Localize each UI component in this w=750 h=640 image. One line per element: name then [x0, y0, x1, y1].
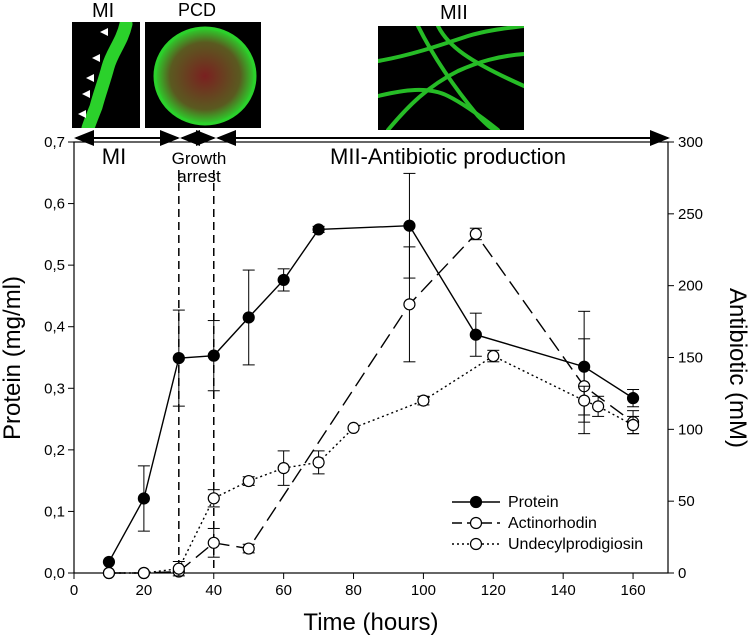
data-point: [469, 227, 482, 241]
axis-tick-labels: 0 20 40 60 80 100 120 140 160 0,0 0,1 0,2 0,3 0,4 0,5 0…: [44, 134, 703, 599]
x-axis-label: Time (hours): [303, 609, 438, 636]
x-tick-label: 120: [481, 582, 506, 599]
pcd-micrograph: [145, 22, 261, 128]
series-undecylprodigiosin: [102, 349, 640, 580]
pcd-image-label: PCD: [178, 0, 217, 20]
y-left-tick-label: 0,6: [44, 196, 65, 213]
data-point: [102, 566, 116, 580]
series-protein: [102, 172, 640, 569]
data-point: [469, 328, 482, 341]
x-tick-label: 80: [345, 582, 362, 599]
y-axis-right-label: Antibiotic (mM): [724, 288, 750, 448]
plot-frame: [73, 141, 669, 574]
y-left-tick-label: 0,3: [44, 380, 65, 397]
mii-micrograph: [378, 26, 524, 130]
x-tick-label: 20: [136, 582, 153, 599]
y-left-tick-label: 0,7: [44, 134, 65, 151]
y-left-tick-label: 0,0: [44, 565, 65, 582]
phase-boundary-lines: [178, 170, 215, 573]
x-tick-label: 160: [621, 582, 646, 599]
data-point: [592, 400, 605, 413]
data-point: [487, 349, 500, 363]
data-point: [403, 298, 416, 311]
legend-marker: [469, 495, 483, 509]
legend-label: Actinorhodin: [508, 515, 597, 532]
series-line: [108, 225, 634, 563]
data-point: [417, 394, 430, 407]
data-point: [242, 474, 255, 488]
mi-micrograph: [72, 22, 140, 128]
legend: Protein Actinorhodin Undecylprodigiosin: [452, 494, 643, 553]
data-point: [102, 555, 116, 569]
y-right-tick-label: 100: [678, 421, 703, 438]
data-point: [207, 536, 220, 549]
data-point: [312, 456, 325, 469]
x-tick-label: 140: [551, 582, 576, 599]
data-point: [137, 492, 150, 505]
mii-image-label: MII: [440, 2, 468, 24]
phase-label-mi: MI: [102, 144, 126, 169]
y-left-tick-label: 0,1: [44, 503, 65, 520]
y-right-tick-label: 250: [678, 206, 703, 223]
data-point: [578, 394, 591, 407]
data-point: [242, 542, 255, 555]
data-point: [172, 562, 185, 575]
y-right-tick-label: 200: [678, 278, 703, 295]
x-tick-label: 100: [411, 582, 436, 599]
data-point: [172, 352, 185, 365]
legend-label: Protein: [508, 494, 559, 511]
data-point: [207, 349, 220, 362]
data-point: [277, 273, 290, 287]
data-point: [626, 418, 640, 432]
legend-label: Undecylprodigiosin: [508, 536, 643, 553]
data-point: [277, 462, 290, 475]
legend-marker: [469, 516, 483, 530]
data-point: [312, 223, 325, 236]
axis-ticks: [68, 141, 674, 579]
x-tick-label: 40: [205, 582, 222, 599]
y-right-tick-label: 50: [678, 493, 695, 510]
mi-image-label: MI: [92, 0, 115, 22]
series-layer: [102, 172, 640, 580]
legend-marker: [469, 537, 483, 551]
data-point: [347, 421, 360, 434]
data-point: [626, 392, 640, 405]
x-tick-label: 0: [70, 582, 78, 599]
phase-label-mii: MII-Antibiotic production: [330, 144, 566, 169]
data-point: [207, 492, 220, 505]
x-tick-label: 60: [275, 582, 292, 599]
y-right-tick-label: 150: [678, 350, 703, 367]
data-point: [137, 566, 150, 580]
y-right-tick-label: 300: [678, 134, 703, 151]
data-point: [242, 311, 255, 324]
phase-label-growth-arrest-1: Growth: [172, 149, 227, 168]
y-right-tick-label: 0: [678, 565, 686, 582]
phase-label-growth-arrest-2: arrest: [177, 167, 221, 186]
data-point: [403, 219, 416, 232]
y-axis-left-label: Protein (mg/ml): [0, 276, 26, 440]
y-left-tick-label: 0,4: [44, 319, 65, 336]
y-left-tick-label: 0,2: [44, 442, 65, 459]
y-left-tick-label: 0,5: [44, 257, 65, 274]
